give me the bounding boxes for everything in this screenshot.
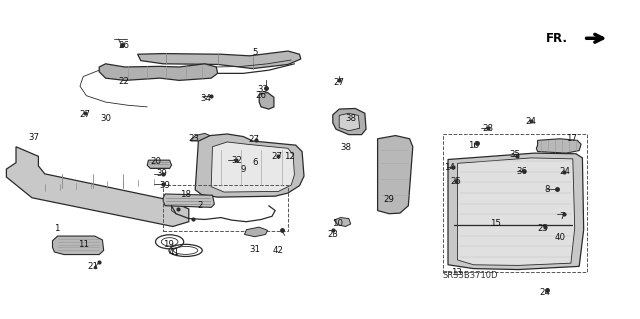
Text: FR.: FR. (547, 32, 568, 45)
Text: 38: 38 (340, 143, 351, 152)
Text: 40: 40 (554, 233, 566, 242)
Text: 27: 27 (333, 78, 345, 87)
Text: 36: 36 (516, 167, 527, 176)
Text: 34: 34 (200, 94, 212, 103)
Text: 19: 19 (163, 240, 173, 249)
Text: 35: 35 (509, 150, 521, 159)
Text: 12: 12 (284, 152, 295, 161)
Text: 32: 32 (231, 156, 243, 165)
Bar (443, 134, 587, 272)
Polygon shape (448, 153, 584, 270)
Polygon shape (333, 108, 366, 135)
Text: 16: 16 (468, 141, 479, 150)
Text: 31: 31 (249, 245, 260, 254)
Text: 26: 26 (118, 41, 129, 50)
Text: 37: 37 (28, 133, 40, 142)
Text: 5: 5 (252, 48, 257, 57)
Text: 25: 25 (450, 177, 461, 186)
Text: 27: 27 (271, 152, 282, 161)
Text: 23: 23 (188, 134, 200, 143)
Polygon shape (244, 227, 268, 237)
Polygon shape (99, 64, 218, 80)
Text: 25: 25 (537, 224, 548, 233)
Text: 39: 39 (160, 181, 170, 190)
Text: 23: 23 (327, 230, 339, 239)
Text: SR33B3710D: SR33B3710D (443, 271, 498, 280)
Text: 24: 24 (540, 288, 551, 297)
Polygon shape (378, 136, 413, 214)
Text: 29: 29 (384, 195, 394, 204)
Text: 24: 24 (559, 167, 570, 176)
Bar (163, 185, 288, 231)
Text: 2: 2 (197, 201, 202, 210)
Text: 21: 21 (87, 262, 99, 271)
Text: 27: 27 (79, 110, 91, 119)
Polygon shape (195, 134, 304, 197)
Text: 11: 11 (77, 240, 89, 249)
Text: 33: 33 (257, 85, 268, 94)
Text: 10: 10 (332, 219, 344, 228)
Polygon shape (138, 51, 301, 69)
Polygon shape (280, 147, 298, 156)
Polygon shape (147, 160, 172, 168)
Text: 30: 30 (100, 114, 111, 122)
Text: 42: 42 (273, 246, 284, 255)
Polygon shape (339, 113, 360, 131)
Text: 38: 38 (345, 114, 356, 123)
Polygon shape (52, 236, 104, 255)
Text: 41: 41 (168, 248, 180, 257)
Text: 39: 39 (157, 169, 167, 178)
Text: 7: 7 (559, 212, 564, 221)
Text: 6: 6 (252, 158, 257, 167)
Polygon shape (536, 139, 581, 153)
Text: 28: 28 (482, 124, 493, 133)
Text: 9: 9 (241, 165, 246, 174)
Polygon shape (163, 194, 214, 207)
Text: 26: 26 (255, 91, 267, 100)
Polygon shape (259, 93, 274, 109)
Polygon shape (251, 154, 264, 163)
Text: 18: 18 (180, 190, 191, 199)
Polygon shape (211, 142, 294, 192)
Text: 15: 15 (490, 219, 502, 228)
Text: 22: 22 (118, 77, 129, 86)
Text: 8: 8 (545, 185, 550, 194)
Polygon shape (334, 218, 351, 226)
Polygon shape (6, 147, 189, 226)
Polygon shape (191, 133, 210, 141)
Text: 14: 14 (444, 163, 456, 172)
Text: 17: 17 (566, 134, 577, 143)
Text: 24: 24 (525, 117, 537, 126)
Text: 20: 20 (150, 157, 161, 166)
Text: 13: 13 (451, 268, 462, 277)
Polygon shape (458, 158, 575, 265)
Text: 1: 1 (54, 224, 59, 233)
Text: 27: 27 (248, 135, 260, 144)
